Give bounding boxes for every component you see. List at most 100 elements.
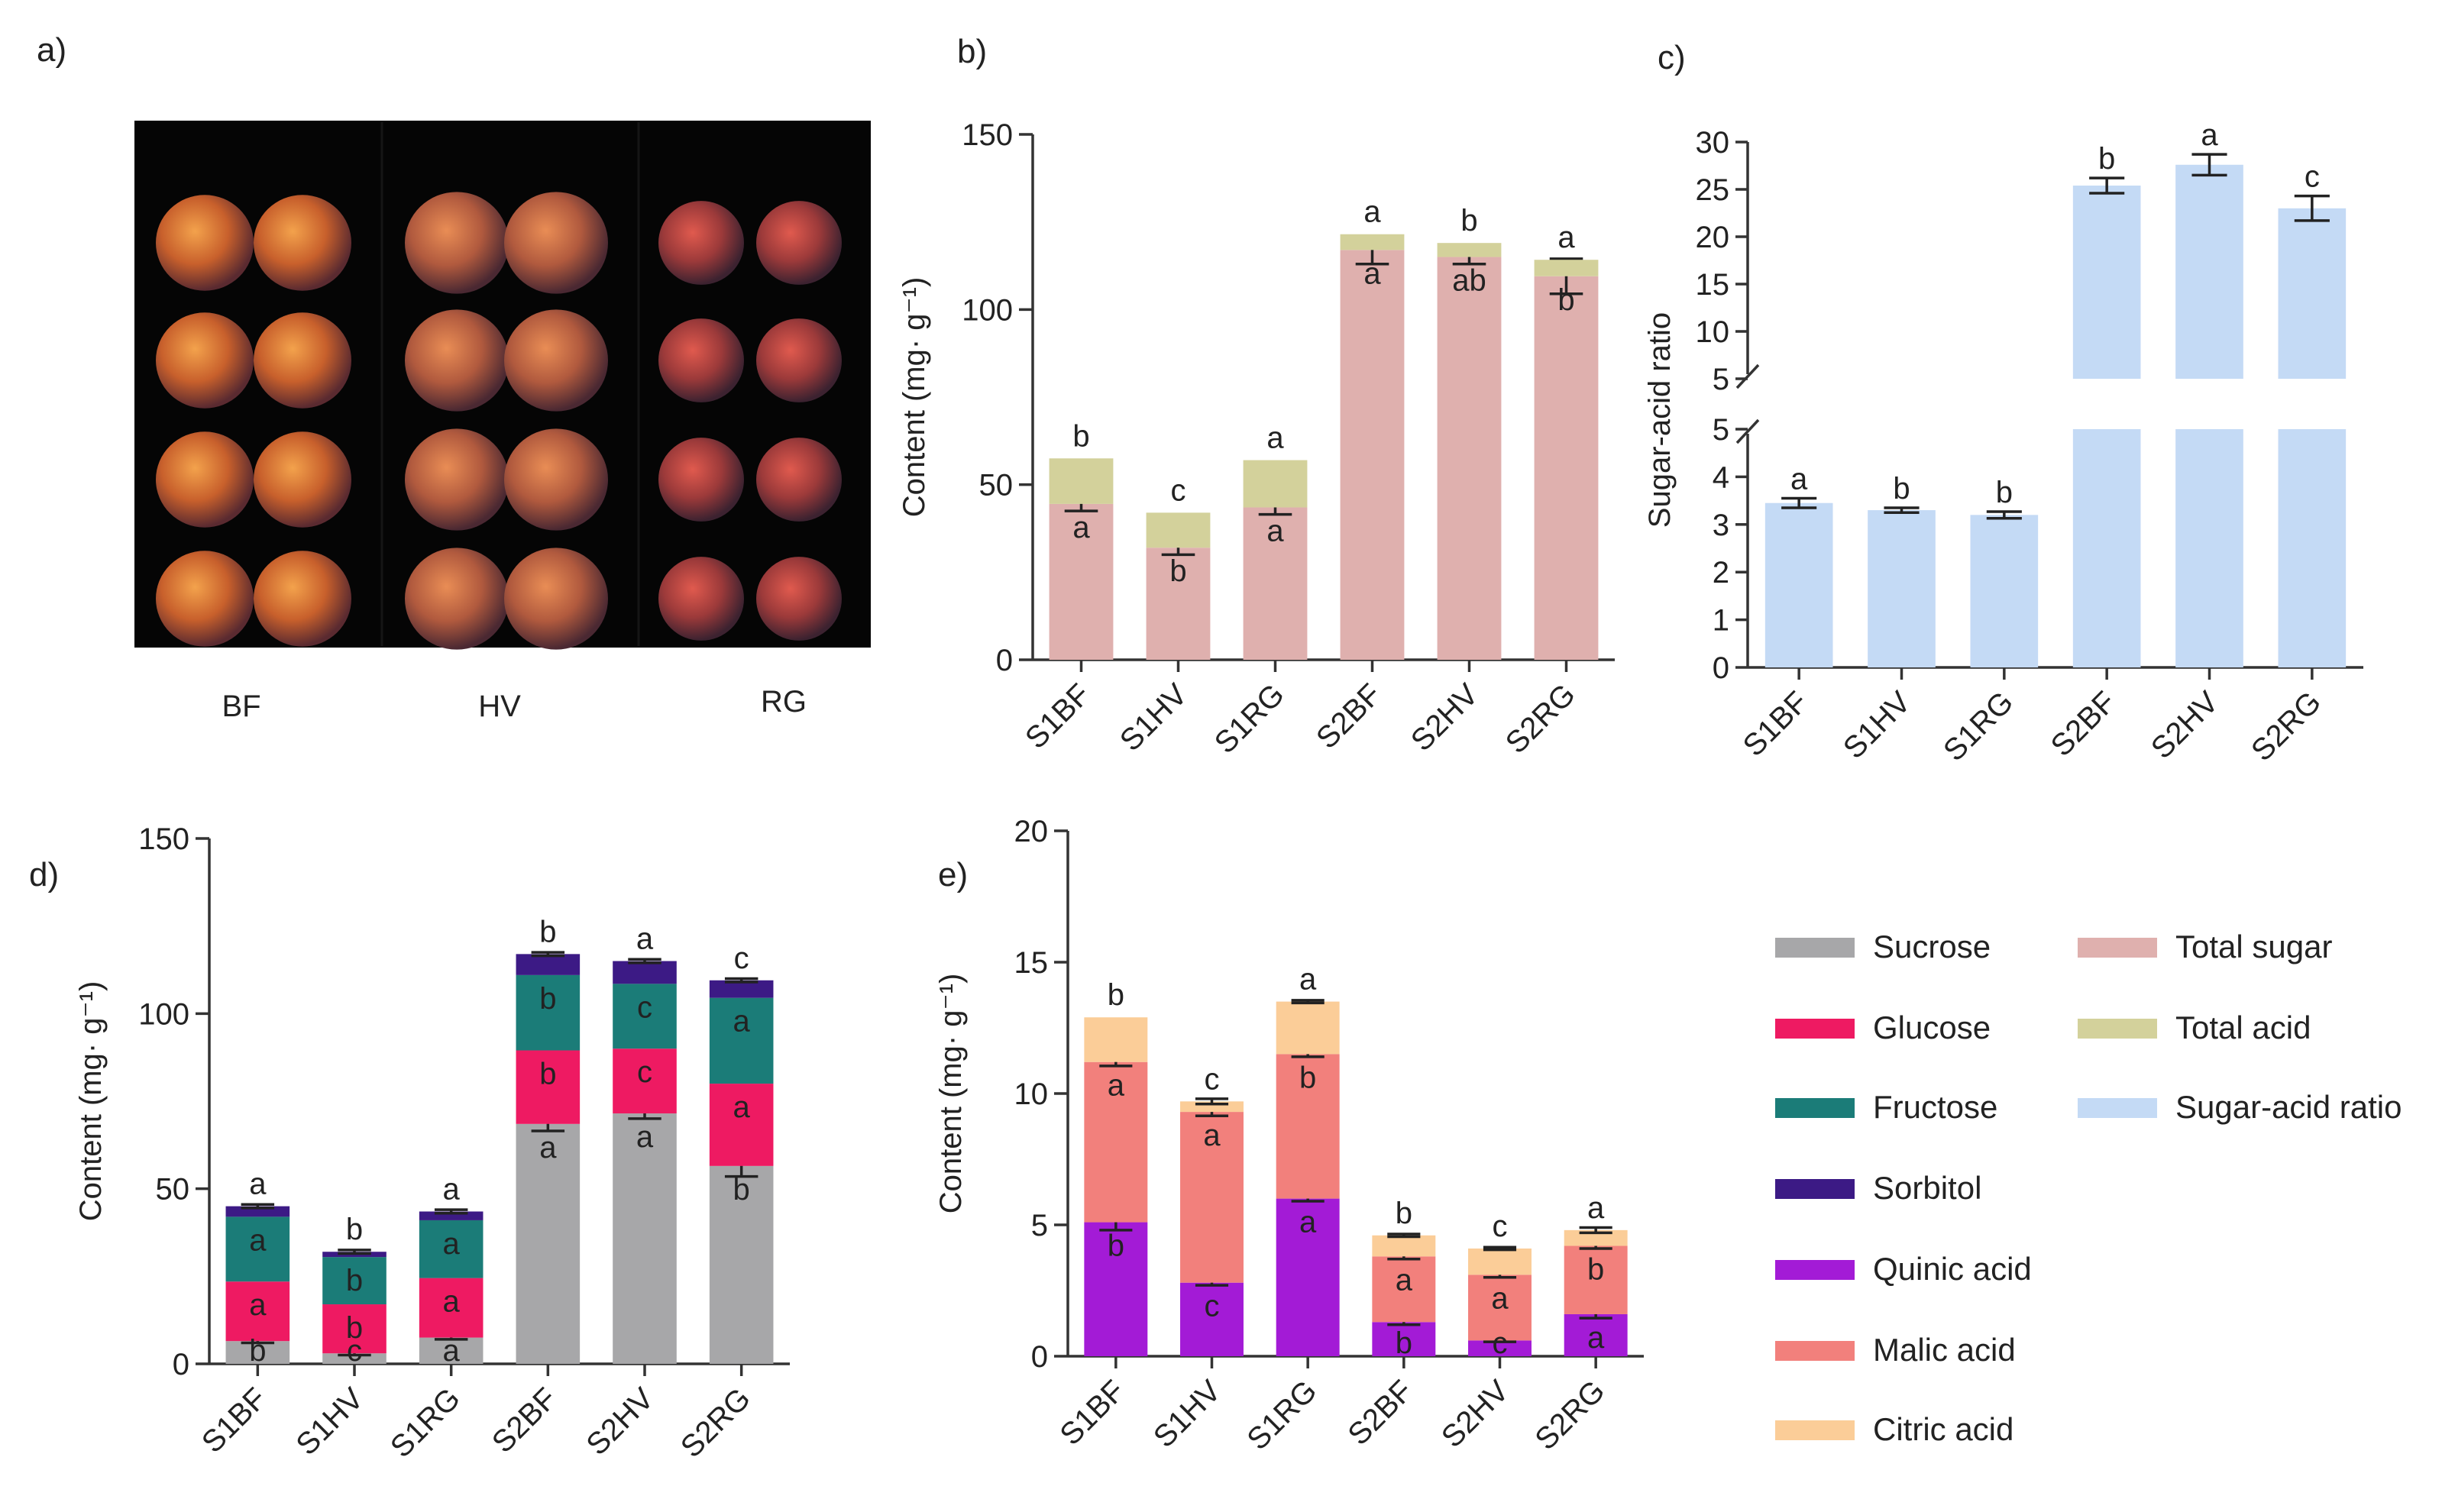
y-tick-label-lower-0: 0	[1713, 651, 1729, 685]
fruit-hv-1-4	[405, 548, 509, 650]
sig-letter-s2hv: a	[2201, 118, 2218, 152]
x-tick-label-s1hv: S1HV	[289, 1381, 370, 1462]
bar-glucose-s2bf	[516, 1050, 581, 1124]
y-tick-label-upper-5: 5	[1713, 363, 1729, 396]
photo-label-bf: BF	[222, 690, 260, 723]
bar-fructose-s2bf	[516, 974, 581, 1051]
bar-total-sugar-s2hv	[1437, 257, 1502, 660]
fruit-bf-1-2	[156, 312, 254, 409]
legend-label-malic-acid: Malic acid	[1873, 1332, 2016, 1368]
bar-sorbitol-s2rg	[709, 980, 774, 998]
legend-swatch-citric-acid	[1775, 1420, 1855, 1440]
bar-total-sugar-s1rg	[1243, 507, 1308, 660]
fruit-hv-2-2	[504, 309, 608, 412]
fruit-bf-1-1	[156, 195, 254, 291]
y-tick-label-lower-2: 2	[1713, 556, 1729, 590]
sig-letter-glucose-s2rg: a	[733, 1090, 751, 1124]
photo-label-rg: RG	[761, 685, 807, 719]
bar-citric-acid-s2hv	[1468, 1248, 1532, 1275]
sig-letter-sucrose-s1rg: a	[443, 1334, 461, 1368]
x-tick-label-s2rg: S2RG	[1528, 1374, 1611, 1456]
y-tick-label-0: 0	[1031, 1340, 1048, 1374]
fruit-photo	[134, 121, 871, 650]
sig-letter-s2bf: b	[2098, 142, 2115, 176]
sig-letter-fructose-s2hv: c	[637, 990, 652, 1024]
axis-break-mark-upper	[1735, 363, 1760, 389]
sig-letter-s1rg: b	[1996, 476, 2013, 509]
fruit-bf-1-3	[156, 431, 254, 528]
bar-s1bf	[1764, 502, 1833, 667]
y-tick-label-5: 5	[1031, 1209, 1048, 1242]
sig-letter-total-acid-s2bf: a	[1363, 195, 1381, 229]
sig-letter-total-acid-s1bf: b	[1072, 419, 1089, 453]
bar-upper-segment-s2bf	[2072, 186, 2141, 379]
bar-quinic-acid-s2rg	[1564, 1313, 1628, 1356]
series-quinic-acid	[1084, 1194, 1628, 1356]
legend-swatch-sorbitol	[1775, 1179, 1855, 1199]
legend-label-sugar-acid-ratio: Sugar-acid ratio	[2175, 1089, 2402, 1125]
legend-label-sorbitol: Sorbitol	[1873, 1170, 1981, 1206]
series-malic-acid	[1084, 1050, 1628, 1341]
series-sorbitol	[225, 951, 774, 1258]
bar-total-sugar-s2bf	[1340, 250, 1405, 660]
bar-upper-segment-s2rg	[2278, 208, 2347, 379]
sig-letter-s2rg: c	[2305, 160, 2320, 194]
sig-letter-glucose-s2hv: c	[637, 1055, 652, 1089]
fruit-rg-1-1	[658, 201, 744, 285]
legend-label-total-sugar: Total sugar	[2175, 929, 2332, 964]
sig-letter-fructose-s2bf: b	[539, 982, 556, 1016]
x-tick-label-s2hv: S2HV	[2145, 685, 2225, 765]
sig-letter-total-acid-s1hv: c	[1171, 473, 1186, 507]
bar-s1hv	[1868, 510, 1936, 667]
bar-quinic-acid-s1hv	[1180, 1282, 1244, 1356]
x-tick-label-s1rg: S1RG	[1240, 1374, 1323, 1456]
fruit-rg-2-1	[756, 201, 842, 285]
x-tick-label-s1bf: S1BF	[1019, 677, 1097, 755]
series-sucrose	[225, 1107, 774, 1364]
sig-letter-malic-acid-s2hv: a	[1491, 1281, 1509, 1315]
bar-sucrose-s1rg	[419, 1337, 484, 1364]
sig-letter-sucrose-s2hv: a	[636, 1120, 654, 1154]
sig-letter-sorbitol-s2rg: c	[734, 942, 749, 975]
fruit-rg-1-3	[658, 438, 744, 522]
sig-letter-total-sugar-s1bf: a	[1072, 511, 1090, 544]
sig-letter-citric-acid-s1rg: a	[1299, 963, 1317, 997]
bar-lower-segment-s2hv	[2175, 429, 2243, 667]
bar-fructose-s1rg	[419, 1220, 484, 1278]
bar-total-acid-s2bf	[1340, 234, 1405, 250]
x-tick-label-s2bf: S2BF	[1341, 1374, 1419, 1452]
legend-label-total-acid: Total acid	[2175, 1010, 2311, 1045]
bar-citric-acid-s2bf	[1372, 1235, 1436, 1257]
bar-citric-acid-s1rg	[1276, 1001, 1340, 1055]
y-tick-label-50: 50	[156, 1173, 190, 1207]
legend-label-glucose: Glucose	[1873, 1010, 1991, 1045]
legend-swatch-total-sugar	[2078, 938, 2157, 958]
fruit-hv-2-1	[504, 192, 608, 294]
x-tick-label-s2hv: S2HV	[1435, 1374, 1515, 1454]
bar-fructose-s2hv	[613, 984, 677, 1049]
y-tick-label-upper-15: 15	[1696, 268, 1730, 302]
sig-letter-quinic-acid-s2bf: b	[1396, 1326, 1412, 1360]
bar-total-acid-s1rg	[1243, 460, 1308, 508]
y-axis-label: Content (mg· g⁻¹)	[74, 981, 108, 1222]
sig-letter-quinic-acid-s1bf: b	[1108, 1229, 1124, 1263]
sig-letter-glucose-s2bf: b	[539, 1057, 556, 1090]
sig-letter-total-sugar-s2bf: a	[1363, 257, 1381, 290]
sig-letter-sucrose-s2rg: b	[733, 1173, 750, 1207]
y-tick-label-upper-25: 25	[1696, 173, 1730, 207]
series-total-acid	[1049, 234, 1599, 548]
panel-label-e: e)	[938, 856, 968, 893]
sig-letter-total-sugar-s1rg: a	[1266, 514, 1284, 548]
x-tick-label-s1hv: S1HV	[1114, 677, 1194, 758]
sig-letter-sorbitol-s2bf: b	[539, 915, 556, 948]
y-axis-label: Content (mg· g⁻¹)	[898, 277, 931, 518]
fruit-bf-2-4	[254, 551, 351, 647]
x-tick-label-s1rg: S1RG	[384, 1381, 467, 1464]
fruit-hv-1-2	[405, 309, 509, 412]
series-sugar-acid-ratio	[1764, 153, 2347, 667]
series-citric-acid	[1084, 999, 1628, 1275]
bar-citric-acid-s1bf	[1084, 1017, 1148, 1062]
y-tick-label-150: 150	[962, 118, 1013, 152]
legend-swatch-sugar-acid-ratio	[2078, 1098, 2157, 1118]
x-tick-label-s1bf: S1BF	[196, 1381, 273, 1459]
